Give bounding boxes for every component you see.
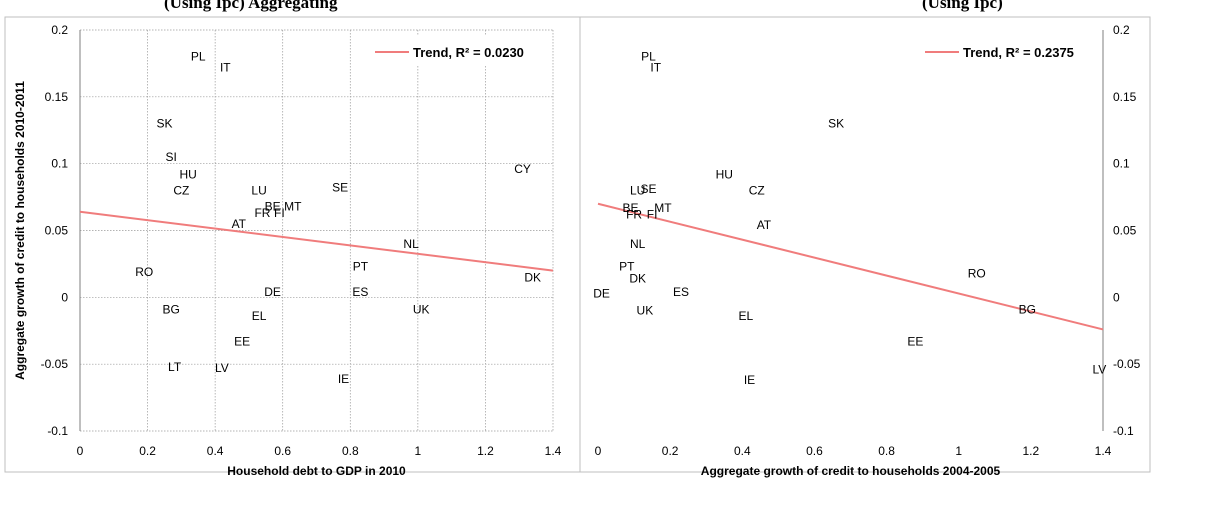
right-point-it: IT bbox=[650, 60, 661, 74]
left-point-hu: HU bbox=[179, 167, 196, 181]
left-point-lu: LU bbox=[251, 183, 266, 197]
right-y-tick-label: -0.1 bbox=[1113, 424, 1134, 438]
left-point-ro: RO bbox=[135, 265, 153, 279]
left-y-axis-title: Aggregate growth of credit to households… bbox=[13, 81, 27, 380]
left-x-tick-label: 0.4 bbox=[207, 444, 224, 458]
left-x-tick-label: 0.8 bbox=[342, 444, 359, 458]
right-point-be: BE bbox=[622, 201, 638, 215]
left-y-tick-label: 0.2 bbox=[51, 23, 68, 37]
header-fragment-left: (Using Ipc) Aggregating bbox=[164, 0, 338, 12]
left-point-ee: EE bbox=[234, 334, 250, 348]
left-point-es: ES bbox=[352, 285, 368, 299]
right-point-pt: PT bbox=[619, 260, 635, 274]
right-x-tick-label: 0.6 bbox=[806, 444, 823, 458]
left-point-fr: FR bbox=[254, 206, 270, 220]
left-x-tick-label: 1 bbox=[415, 444, 422, 458]
right-point-se: SE bbox=[640, 182, 656, 196]
left-point-cy: CY bbox=[514, 162, 531, 176]
right-y-tick-label: 0 bbox=[1113, 290, 1120, 304]
right-point-lv: LV bbox=[1092, 363, 1106, 377]
right-point-fr: FR bbox=[626, 207, 642, 221]
left-point-it: IT bbox=[220, 60, 231, 74]
left-point-de: DE bbox=[264, 285, 281, 299]
left-point-fi: FI bbox=[274, 206, 285, 220]
right-point-fi: FI bbox=[647, 207, 658, 221]
left-x-tick-label: 1.2 bbox=[477, 444, 494, 458]
right-x-tick-label: 0.8 bbox=[878, 444, 895, 458]
right-point-ie: IE bbox=[744, 373, 755, 387]
header-fragment-right: (Using Ipc) bbox=[922, 0, 1003, 12]
left-x-tick-label: 0.2 bbox=[139, 444, 156, 458]
right-trend-line bbox=[597, 202, 1104, 331]
left-x-tick-label: 0.6 bbox=[274, 444, 291, 458]
right-panel-frame bbox=[579, 16, 1151, 473]
left-y-tick-label: -0.1 bbox=[47, 424, 68, 438]
right-point-at: AT bbox=[757, 218, 772, 232]
left-y-tick-label: 0.15 bbox=[45, 90, 69, 104]
left-point-pt: PT bbox=[353, 260, 369, 274]
left-y-tick-label: -0.05 bbox=[41, 357, 69, 371]
right-y-tick-label: 0.05 bbox=[1113, 224, 1137, 238]
right-y-tick-label: 0.2 bbox=[1113, 23, 1130, 37]
left-point-be: BE bbox=[265, 199, 281, 213]
left-point-pl: PL bbox=[191, 50, 206, 64]
right-point-ee: EE bbox=[907, 334, 923, 348]
left-point-ie: IE bbox=[338, 372, 349, 386]
right-point-uk: UK bbox=[637, 304, 654, 318]
left-legend-label: Trend, R² = 0.0230 bbox=[413, 45, 524, 60]
right-point-bg: BG bbox=[1019, 302, 1036, 316]
right-y-tick-label: -0.05 bbox=[1113, 357, 1141, 371]
right-point-es: ES bbox=[673, 285, 689, 299]
right-x-tick-label: 1.2 bbox=[1023, 444, 1040, 458]
left-x-tick-label: 0 bbox=[77, 444, 84, 458]
right-point-hu: HU bbox=[716, 167, 733, 181]
right-point-dk: DK bbox=[629, 272, 646, 286]
left-point-el: EL bbox=[252, 309, 267, 323]
left-point-nl: NL bbox=[403, 237, 419, 251]
left-point-uk: UK bbox=[413, 302, 430, 316]
right-x-tick-label: 0.4 bbox=[734, 444, 751, 458]
right-legend-label: Trend, R² = 0.2375 bbox=[963, 45, 1074, 60]
right-x-tick-label: 1.4 bbox=[1095, 444, 1112, 458]
right-point-lu: LU bbox=[630, 183, 645, 197]
left-y-tick-label: 0.05 bbox=[45, 224, 69, 238]
left-point-lt: LT bbox=[168, 360, 182, 374]
left-x-tick-label: 1.4 bbox=[545, 444, 562, 458]
right-x-tick-label: 0 bbox=[595, 444, 602, 458]
left-point-at: AT bbox=[232, 217, 247, 231]
left-y-tick-label: 0 bbox=[61, 290, 68, 304]
left-trend-line bbox=[79, 210, 554, 272]
left-x-axis-title: Household debt to GDP in 2010 bbox=[227, 464, 406, 478]
left-point-cz: CZ bbox=[173, 183, 189, 197]
left-point-si: SI bbox=[166, 150, 177, 164]
left-point-se: SE bbox=[332, 181, 348, 195]
right-y-tick-label: 0.1 bbox=[1113, 157, 1130, 171]
left-y-tick-label: 0.1 bbox=[51, 157, 68, 171]
right-x-tick-label: 1 bbox=[955, 444, 962, 458]
right-point-el: EL bbox=[739, 309, 754, 323]
right-x-axis-title: Aggregate growth of credit to households… bbox=[701, 464, 1001, 478]
left-point-mt: MT bbox=[284, 199, 302, 213]
left-point-dk: DK bbox=[524, 270, 541, 284]
right-point-sk: SK bbox=[828, 117, 844, 131]
left-panel-frame bbox=[4, 16, 581, 473]
right-point-ro: RO bbox=[968, 266, 986, 280]
right-point-de: DE bbox=[593, 286, 610, 300]
right-y-tick-label: 0.15 bbox=[1113, 90, 1137, 104]
left-point-sk: SK bbox=[156, 117, 172, 131]
right-x-tick-label: 0.2 bbox=[662, 444, 679, 458]
right-point-pl: PL bbox=[641, 50, 656, 64]
right-point-cz: CZ bbox=[749, 183, 765, 197]
left-point-lv: LV bbox=[215, 361, 229, 375]
right-point-nl: NL bbox=[630, 237, 646, 251]
right-point-mt: MT bbox=[654, 201, 672, 215]
left-point-bg: BG bbox=[163, 302, 180, 316]
